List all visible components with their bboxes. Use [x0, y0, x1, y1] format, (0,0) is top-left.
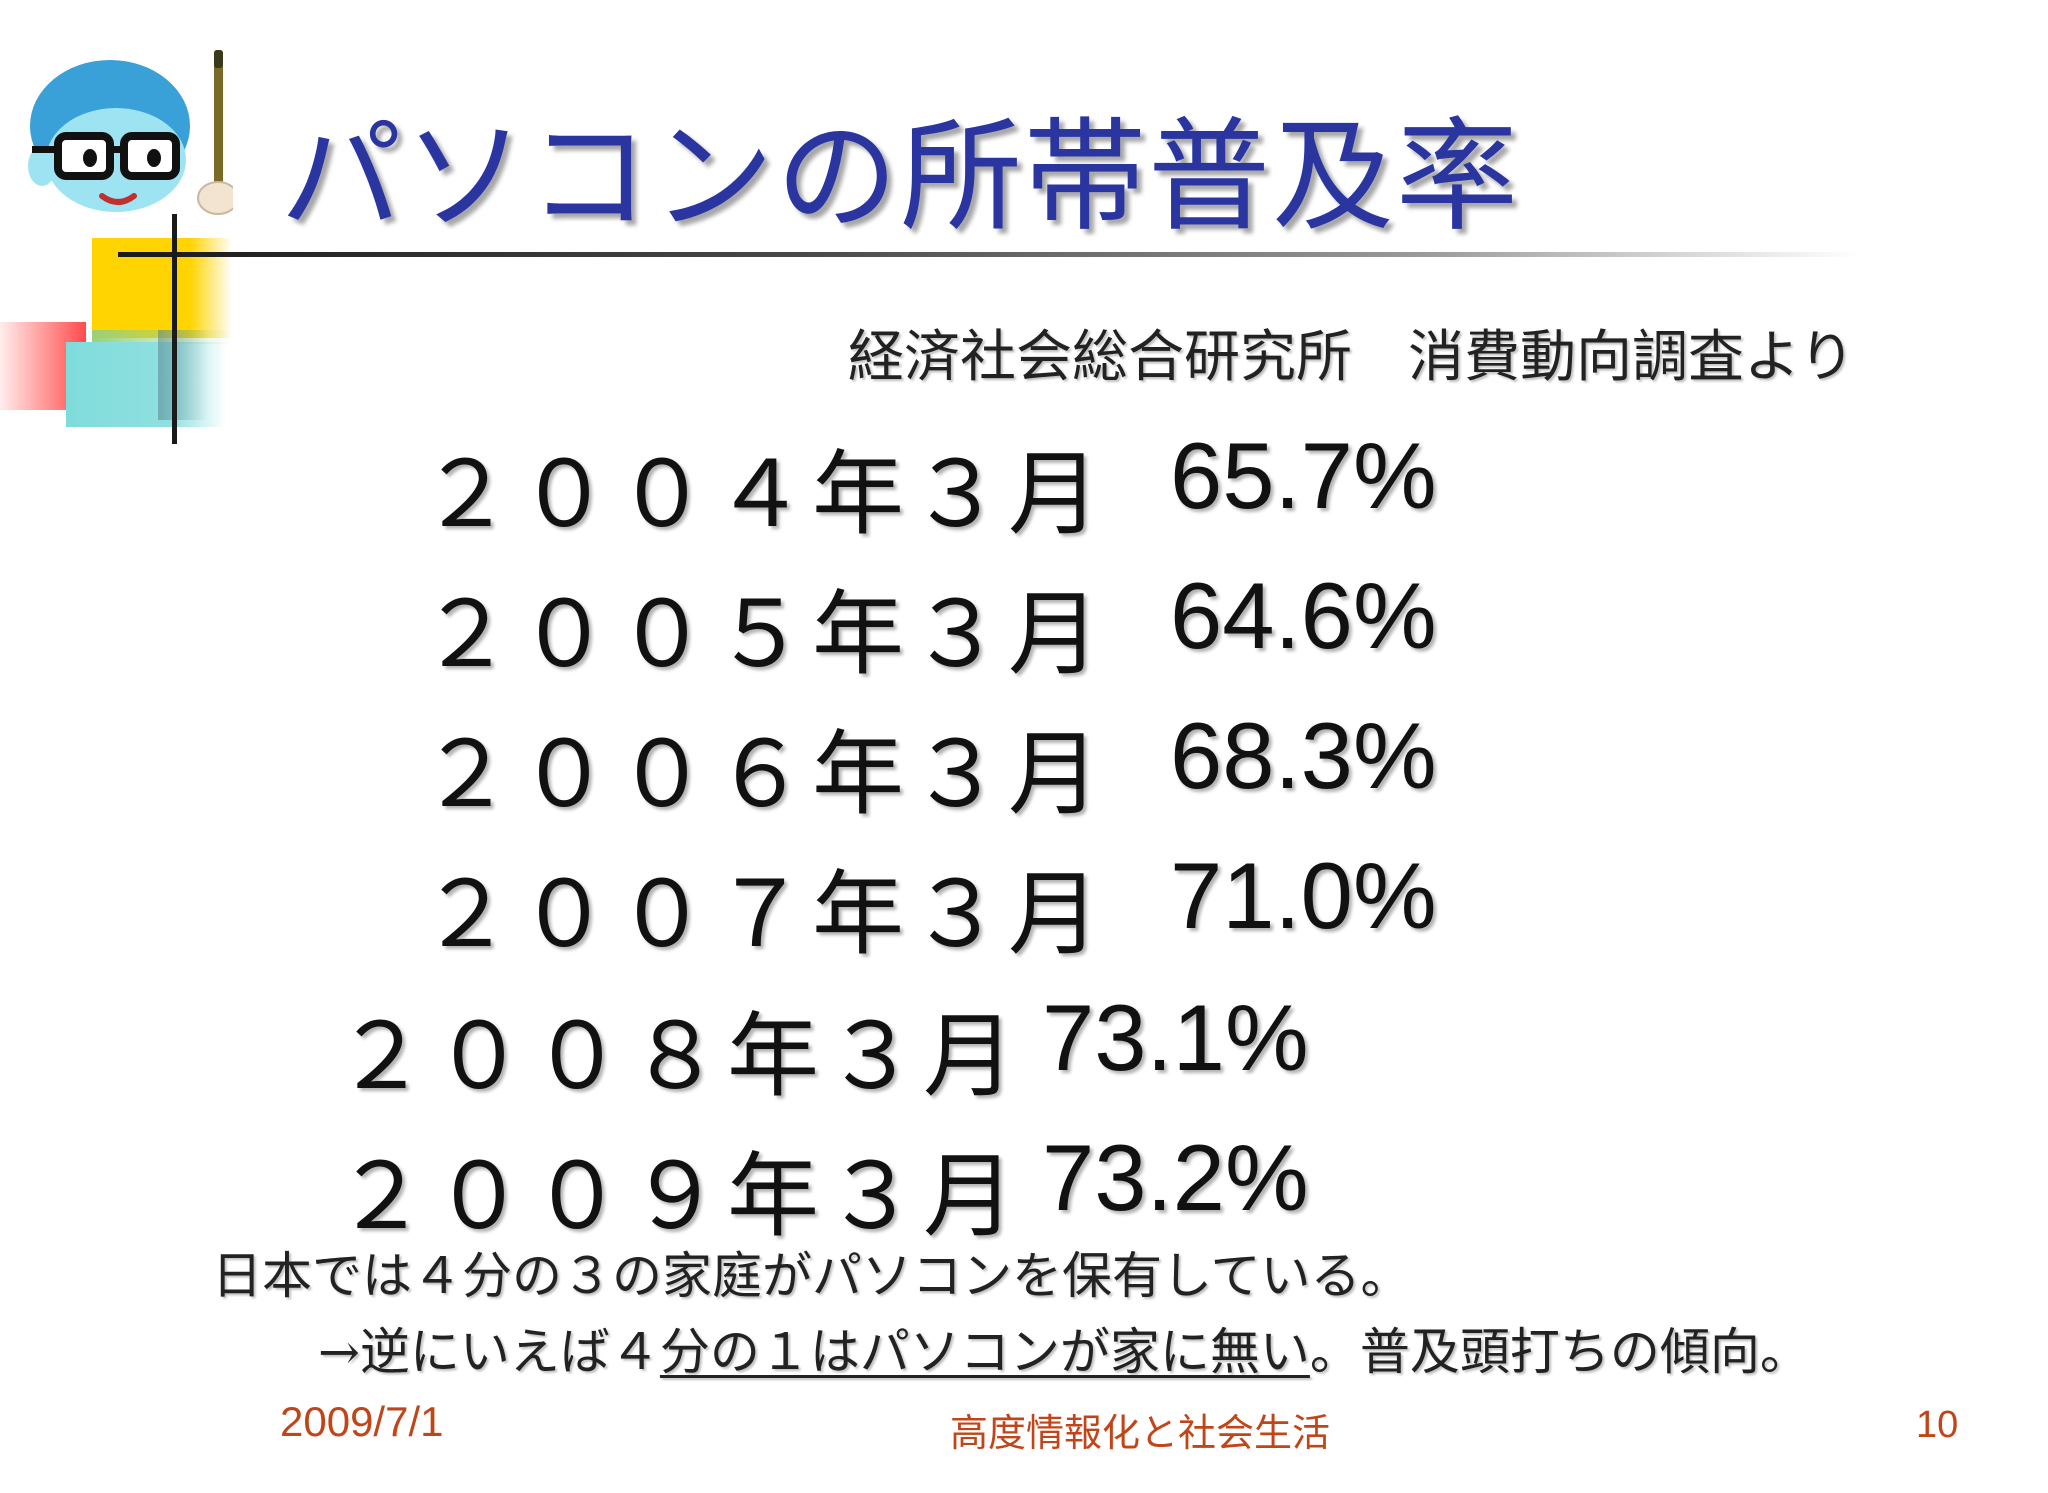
note-line-2-underlined: 分の１はパソコンが家に無い [659, 1323, 1310, 1381]
teacher-mascot-icon [28, 50, 233, 215]
row-percent: 65.7% [1170, 423, 1437, 528]
row-date: ２００５年３月 [420, 581, 1107, 688]
row-date: ２００７年３月 [420, 861, 1107, 968]
slide-title: パソコンの所帯普及率 [280, 106, 1520, 248]
row-percent: 71.0% [1170, 843, 1437, 948]
footer-course-title: 高度情報化と社会生活 [950, 1411, 1331, 1455]
footer-date: 2009/7/1 [280, 1398, 444, 1445]
title-underline [118, 252, 1858, 257]
note-line-1: 日本では４分の３の家庭がパソコンを保有している。 [212, 1247, 1411, 1305]
row-percent: 73.2% [1042, 1125, 1309, 1230]
row-date: ２００９年３月 [335, 1143, 1022, 1250]
source-citation: 経済社会総合研究所 消費動向調査より [848, 325, 1855, 390]
row-date: ２００６年３月 [420, 721, 1107, 828]
note-line-2: →逆にいえば４分の１はパソコンが家に無い。普及頭打ちの傾向。 [318, 1312, 1810, 1384]
row-date: ２００８年３月 [335, 1003, 1022, 1110]
footer-page-number: 10 [1916, 1404, 1959, 1446]
row-percent: 73.1% [1042, 985, 1309, 1090]
note-line-2-suffix: 。普及頭打ちの傾向。 [1309, 1323, 1810, 1381]
row-percent: 64.6% [1170, 563, 1437, 668]
decor-vertical-line [172, 214, 177, 444]
row-percent: 68.3% [1170, 703, 1437, 808]
note-line-2-prefix: →逆にいえば４ [318, 1323, 660, 1381]
row-date: ２００４年３月 [420, 441, 1107, 548]
decor-shadow-block [158, 330, 208, 420]
